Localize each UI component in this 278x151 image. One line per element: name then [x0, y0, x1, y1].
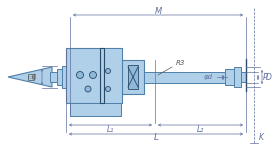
- Text: L₁: L₁: [107, 125, 114, 133]
- Text: D: D: [266, 72, 272, 82]
- Text: R3: R3: [176, 60, 185, 66]
- Bar: [57, 69, 62, 85]
- Bar: [66, 48, 122, 103]
- Bar: [234, 67, 241, 87]
- Bar: [28, 74, 34, 80]
- Circle shape: [105, 87, 110, 92]
- Text: L: L: [153, 133, 158, 143]
- Bar: [70, 103, 121, 116]
- Text: φd: φd: [204, 74, 213, 80]
- Bar: [100, 48, 104, 103]
- Text: 65: 65: [33, 71, 38, 79]
- Circle shape: [105, 69, 110, 74]
- Circle shape: [76, 72, 83, 79]
- Text: 回: 回: [29, 76, 34, 78]
- Bar: [122, 60, 144, 94]
- Bar: [50, 72, 57, 82]
- Polygon shape: [8, 67, 52, 87]
- Circle shape: [85, 86, 91, 92]
- Text: P: P: [263, 73, 268, 82]
- Text: K: K: [259, 133, 264, 142]
- Text: M: M: [154, 6, 162, 16]
- Bar: [225, 69, 241, 85]
- Circle shape: [90, 72, 96, 79]
- Bar: [144, 72, 234, 83]
- Bar: [241, 72, 246, 82]
- Bar: [62, 66, 66, 88]
- Text: L₂: L₂: [197, 125, 204, 133]
- Bar: [104, 48, 122, 103]
- Bar: [128, 65, 138, 89]
